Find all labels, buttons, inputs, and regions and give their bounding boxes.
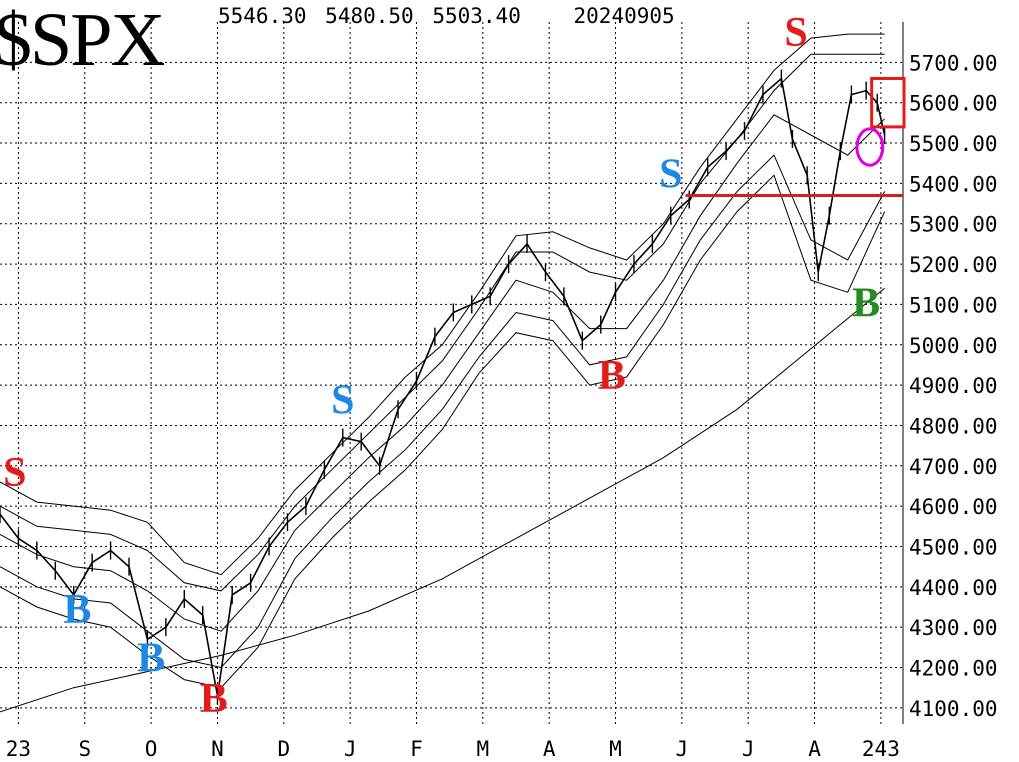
- high-value: 5480.50: [325, 4, 414, 28]
- x-tick-label: A: [808, 737, 821, 761]
- series-ma200: [0, 287, 885, 713]
- y-tick-label: 5300.00: [909, 213, 998, 237]
- x-tick-label: O: [145, 737, 158, 761]
- header-values: 5546.30 5480.50 5503.40 20240905: [218, 4, 675, 28]
- buy-signal-label: B: [137, 636, 165, 682]
- y-tick-label: 5400.00: [909, 172, 998, 196]
- x-tick-label: F: [410, 737, 423, 761]
- series-upper-outer: [0, 33, 885, 576]
- series-middle: [0, 114, 885, 632]
- x-tick-label: M: [477, 737, 490, 761]
- buy-signal-label: B: [852, 281, 880, 327]
- buy-signal-label: B: [200, 676, 228, 722]
- x-tick-label: A: [543, 737, 556, 761]
- series-price: [0, 76, 886, 696]
- y-tick-label: 4200.00: [909, 657, 998, 681]
- x-tick-label: M: [609, 737, 622, 761]
- highlight-box: [870, 76, 906, 129]
- y-tick-label: 4400.00: [909, 576, 998, 600]
- open-value: 5546.30: [218, 4, 307, 28]
- label-layer: 5700.00 5600.00 5500.00 5400.00 5300.00 5200.…: [3, 10, 997, 761]
- chart-title: $SPX: [0, 0, 165, 82]
- buy-signal-label: B: [63, 587, 91, 633]
- x-tick-label: J: [676, 737, 689, 761]
- low-value: 5503.40: [432, 4, 521, 28]
- y-tick-label: 4600.00: [909, 495, 998, 519]
- x-tick-label: 23: [6, 737, 31, 761]
- overlay-layer: [685, 76, 906, 197]
- y-tick-label: 4700.00: [909, 455, 998, 479]
- series-layer: [0, 33, 886, 713]
- y-tick-label: 4100.00: [909, 697, 998, 721]
- y-tick-label: 4800.00: [909, 414, 998, 438]
- y-tick-label: 5100.00: [909, 293, 998, 317]
- y-tick-label: 5600.00: [909, 92, 998, 116]
- x-tick-label: 243: [862, 737, 900, 761]
- highlight-ellipse: [855, 127, 885, 167]
- x-tick-label: J: [742, 737, 755, 761]
- sell-signal-label: S: [659, 151, 682, 197]
- series-upper-inner: [0, 53, 885, 592]
- y-tick-label: 4500.00: [909, 535, 998, 559]
- sell-signal-label: S: [331, 377, 354, 423]
- y-tick-label: 4900.00: [909, 374, 998, 398]
- x-tick-label: S: [78, 737, 91, 761]
- sell-signal-label: S: [784, 10, 807, 56]
- y-tick-label: 5500.00: [909, 132, 998, 156]
- date-value: 20240905: [573, 4, 675, 28]
- y-tick-label: 5700.00: [909, 51, 998, 75]
- grid: [0, 22, 904, 724]
- sell-signal-label: S: [3, 450, 26, 496]
- x-tick-label: D: [277, 737, 290, 761]
- x-tick-label: N: [211, 737, 224, 761]
- series-lower-outer: [0, 174, 886, 689]
- y-tick-label: 5200.00: [909, 253, 998, 277]
- y-tick-label: 5000.00: [909, 334, 998, 358]
- x-tick-label: J: [344, 737, 357, 761]
- series-lower-inner: [0, 154, 886, 669]
- buy-signal-label: B: [598, 353, 626, 399]
- y-tick-label: 4300.00: [909, 616, 998, 640]
